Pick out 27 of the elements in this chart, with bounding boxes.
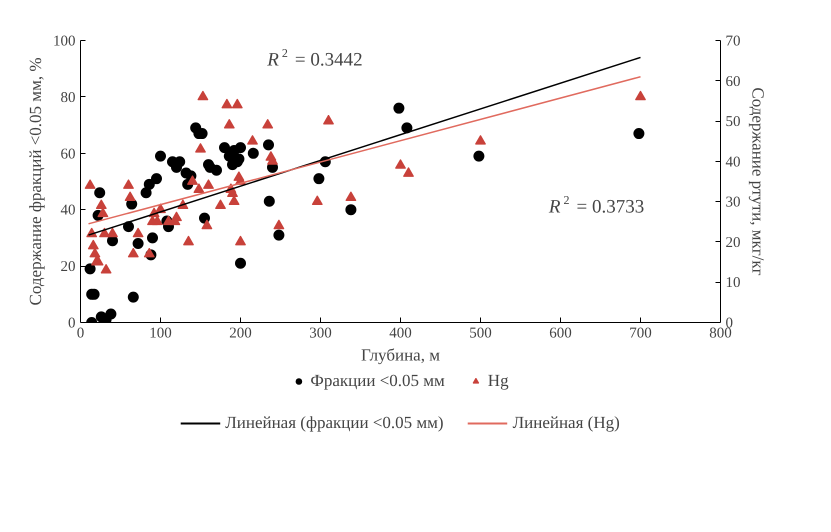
legend-label: Линейная (фракции <0.05 мм) (225, 413, 444, 433)
x-tick-label: 700 (629, 326, 652, 342)
legend-label: Hg (488, 371, 509, 391)
y-tick-label: 100 (53, 34, 76, 50)
y-tick-label: 0 (68, 316, 76, 332)
x-tick-label: 600 (549, 326, 572, 342)
y2-tick-label: 10 (726, 275, 740, 292)
y2-tick-label: 50 (726, 114, 740, 130)
y2-tick-label: 40 (726, 154, 740, 170)
y2-tick-label: 60 (726, 74, 740, 90)
y-tick-label: 60 (60, 146, 76, 162)
y-tick-label: 20 (60, 259, 76, 276)
y2-tick-label: 20 (726, 234, 740, 251)
x-tick-label: 500 (469, 326, 492, 342)
y-tick-label: 40 (60, 202, 76, 219)
x-tick-label: 100 (149, 326, 172, 342)
x-tick-label: 400 (389, 326, 412, 342)
y2-tick-label: 30 (726, 194, 740, 211)
y-axis-title: Содержание фракций <0.05 мм, % (26, 58, 45, 306)
y-tick-label: 80 (60, 90, 76, 106)
y2-tick-label: 70 (726, 34, 740, 50)
x-tick-label: 300 (309, 326, 332, 342)
legend-label: Линейная (Hg) (512, 413, 620, 433)
y2-axis-title: Содержание ртути, мкг/кг (748, 87, 768, 276)
x-tick-label: 200 (229, 326, 252, 342)
x-axis-title: Глубина, м (361, 346, 440, 364)
legend-label: Фракции <0.05 мм (310, 371, 445, 391)
